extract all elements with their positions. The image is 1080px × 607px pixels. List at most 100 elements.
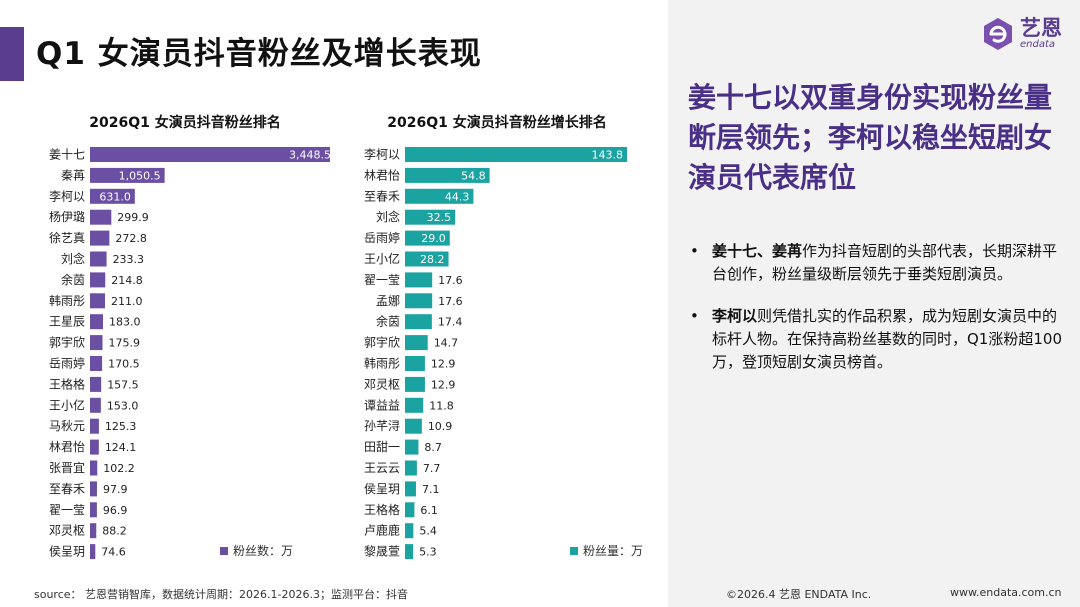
category-label: 至春禾	[49, 482, 85, 496]
bar	[405, 397, 424, 413]
value-label: 17.6	[438, 295, 463, 308]
category-label: 秦苒	[61, 168, 85, 182]
category-label: 余茵	[376, 314, 400, 329]
category-label: 王格格	[49, 376, 85, 391]
value-label: 54.8	[461, 169, 486, 182]
bullet-text: 作为抖音短剧的头部代表，长期深耕平台创作，粉丝量级断层领先于垂类短剧演员。	[712, 242, 1058, 283]
bar	[405, 439, 419, 455]
category-label: 刘念	[61, 251, 85, 266]
value-label: 12.9	[431, 358, 456, 371]
bullet-dot-icon: •	[690, 242, 699, 260]
bar	[90, 356, 103, 371]
value-label: 170.5	[108, 358, 140, 371]
legend-label: 粉丝量：万	[583, 544, 643, 558]
fans-growth-svg: 李柯以 143.8 林君怡 54.8 至春禾 44.3 刘念 32.5 岳雨婷 29.0 王小亿 28…	[364, 147, 643, 560]
bar	[405, 356, 425, 371]
category-label: 孙芊浔	[364, 419, 400, 433]
bar	[405, 523, 414, 539]
value-label: 44.3	[445, 190, 470, 203]
value-label: 7.1	[422, 483, 440, 496]
bar	[90, 188, 135, 204]
bar	[405, 209, 456, 225]
value-label: 233.3	[113, 253, 145, 266]
bar	[90, 376, 102, 392]
fans-growth-chart: 2026Q1 女演员抖音粉丝增长排名 李柯以 143.8 林君怡 54.8 至春禾 44.…	[350, 112, 660, 572]
endata-logo-icon	[984, 18, 1012, 50]
chart-title: 2026Q1 女演员抖音粉丝增长排名	[387, 115, 607, 131]
bar	[405, 335, 428, 351]
value-label: 10.9	[428, 420, 453, 433]
category-label: 岳雨婷	[49, 356, 85, 371]
value-label: 3,448.5	[289, 149, 330, 162]
category-label: 姜十七	[49, 148, 85, 162]
chart-title: 2026Q1 女演员抖音粉丝排名	[89, 115, 281, 131]
value-label: 96.9	[103, 504, 128, 517]
category-label: 王云云	[364, 461, 400, 475]
bar	[90, 460, 98, 476]
bar	[90, 439, 99, 455]
value-label: 299.9	[117, 211, 149, 224]
category-label: 韩雨彤	[364, 356, 400, 371]
category-label: 郭宇欣	[49, 336, 85, 350]
category-label: 刘念	[376, 209, 400, 224]
website-link[interactable]: www.endata.com.cn	[950, 586, 1062, 599]
value-label: 183.0	[109, 316, 141, 329]
bullet-dot-icon: •	[690, 307, 699, 325]
logo-en-text: endata	[1020, 39, 1056, 50]
category-label: 黎晟萱	[364, 545, 400, 559]
bar	[90, 397, 101, 413]
bullet-item: • 姜十七、姜苒作为抖音短剧的头部代表，长期深耕平台创作，粉丝量级断层领先于垂类短…	[686, 240, 1066, 286]
value-label: 102.2	[103, 462, 134, 475]
value-label: 153.0	[107, 399, 138, 412]
category-label: 徐艺真	[49, 230, 85, 245]
value-label: 631.0	[99, 190, 131, 203]
bar	[90, 209, 112, 225]
bar	[90, 523, 97, 539]
category-label: 田甜一	[364, 440, 400, 454]
bar	[90, 544, 96, 560]
endata-logo: 艺恩 endata	[978, 14, 1062, 54]
value-label: 211.0	[111, 295, 142, 308]
value-label: 175.9	[108, 337, 140, 350]
bullet-text: 则凭借扎实的作品积累，成为短剧女演员中的标杆人物。在保持高粉丝基数的同时，Q1涨…	[712, 307, 1062, 371]
category-label: 侯呈玥	[49, 545, 85, 559]
value-label: 157.5	[107, 378, 138, 391]
legend-swatch	[220, 547, 228, 555]
category-label: 郭宇欣	[364, 336, 400, 350]
bar	[405, 502, 415, 518]
category-label: 张晋宜	[49, 460, 85, 475]
category-label: 韩雨彤	[49, 293, 85, 308]
bar	[90, 314, 104, 330]
bar	[90, 167, 165, 183]
value-label: 12.9	[431, 378, 456, 391]
category-label: 王小亿	[49, 397, 85, 412]
value-label: 125.3	[105, 420, 136, 433]
fans-ranking-svg: 姜十七 3,448.5 秦苒 1,050.5 李柯以 631.0 杨伊璐 299.9 徐艺真 27…	[49, 147, 330, 560]
value-label: 29.0	[421, 232, 446, 245]
value-label: 11.8	[429, 399, 454, 412]
insight-panel: 艺恩 endata 姜十七以双重身份实现粉丝量断层领先；李柯以稳坐短剧女演员代表…	[668, 0, 1080, 607]
category-label: 余茵	[61, 272, 85, 287]
source-note: source： 艺恩营销智库，数据统计周期：2026.1-2026.3；监测平台…	[34, 588, 408, 601]
bar	[405, 188, 474, 204]
value-label: 5.3	[419, 546, 437, 559]
value-label: 6.1	[420, 504, 438, 517]
category-label: 王星辰	[49, 315, 85, 329]
value-label: 143.8	[592, 149, 624, 162]
category-label: 孟娜	[376, 294, 400, 308]
category-label: 杨伊璐	[49, 209, 85, 224]
category-label: 翟一莹	[49, 503, 85, 517]
bar	[405, 230, 450, 246]
category-label: 卢鹿鹿	[364, 523, 400, 538]
bar	[90, 251, 107, 267]
category-label: 岳雨婷	[364, 230, 400, 245]
value-label: 17.6	[438, 274, 463, 287]
value-label: 97.9	[103, 483, 128, 496]
bar	[405, 544, 414, 560]
logo-cn-text: 艺恩	[1020, 16, 1062, 40]
value-label: 124.1	[105, 441, 137, 454]
category-label: 林君怡	[364, 168, 400, 182]
category-label: 李柯以	[49, 188, 85, 203]
bar	[90, 335, 103, 351]
category-label: 王格格	[364, 502, 400, 517]
